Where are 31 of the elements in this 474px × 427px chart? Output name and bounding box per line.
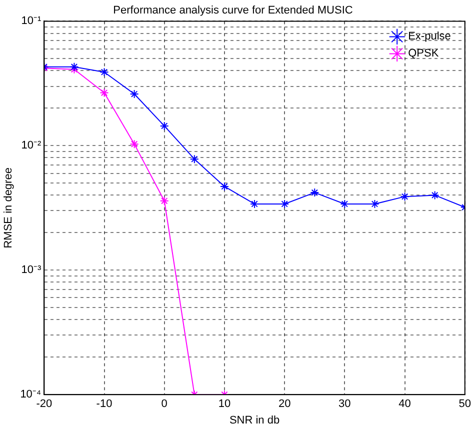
point bbox=[130, 90, 139, 99]
x-tick-label: 0 bbox=[161, 398, 168, 410]
legend-label: Ex-pulse bbox=[408, 30, 451, 43]
x-tick-label: -10 bbox=[96, 398, 112, 410]
y-tick-label: 10⁻¹ bbox=[21, 15, 42, 28]
point bbox=[400, 192, 410, 202]
y-axis-title: RMSE in degree bbox=[2, 168, 15, 248]
x-tick-label: 10 bbox=[218, 398, 231, 410]
x-tick-label: -20 bbox=[36, 398, 52, 410]
x-axis-title: SNR in db bbox=[229, 414, 280, 426]
x-tick-label: 50 bbox=[458, 398, 472, 410]
point bbox=[220, 182, 229, 191]
x-tick-label: 40 bbox=[398, 398, 411, 410]
point bbox=[160, 196, 169, 206]
y-tick-label: 10⁻³ bbox=[21, 264, 42, 276]
legend-label: QPSK bbox=[408, 48, 440, 60]
point bbox=[430, 190, 440, 200]
point bbox=[280, 199, 290, 208]
x-tick-label: 20 bbox=[278, 398, 291, 410]
point bbox=[100, 68, 109, 77]
point bbox=[70, 62, 79, 72]
y-tick-label: 10⁻² bbox=[21, 140, 42, 152]
point bbox=[190, 154, 199, 164]
x-tick-label: 30 bbox=[338, 398, 351, 410]
point bbox=[310, 188, 320, 198]
point bbox=[160, 121, 169, 130]
point bbox=[100, 88, 109, 98]
point bbox=[70, 64, 79, 74]
point bbox=[130, 140, 139, 149]
chart-title: Performance analysis curve for Extended MUSIC bbox=[113, 4, 353, 17]
y-tick-label: 10⁻⁴ bbox=[20, 388, 42, 401]
